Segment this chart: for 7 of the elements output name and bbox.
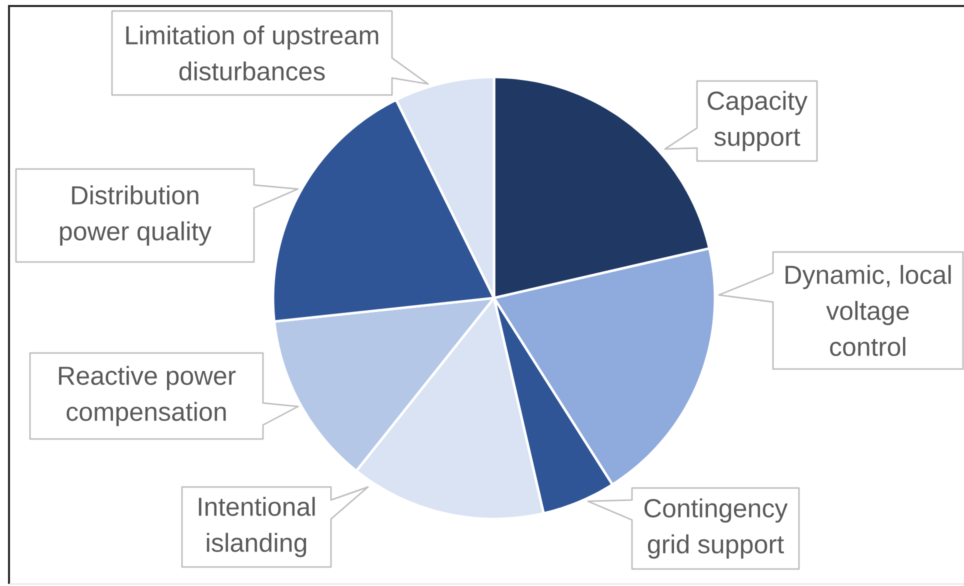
slice-label: Capacity support bbox=[708, 90, 808, 152]
slice-label: Dynamic, local voltage control bbox=[786, 264, 951, 356]
slice-label: Contingency grid support bbox=[644, 498, 788, 559]
slice-label: Intentional islanding bbox=[198, 496, 315, 558]
slice-label: Reactive power compensation bbox=[59, 366, 236, 426]
slice-label: Limitation of upstream disturbances bbox=[126, 25, 378, 81]
slice-label: Distribution power quality bbox=[60, 185, 212, 246]
